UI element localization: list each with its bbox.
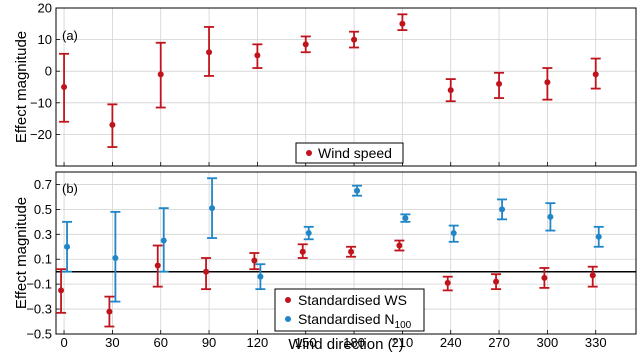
legend-box-b: [274, 288, 425, 332]
y-tick-label-a-0: −20: [30, 127, 52, 142]
point-b-s0-2: [154, 262, 161, 269]
point-b-s0-0: [58, 287, 65, 294]
x-tick-label-5: 150: [295, 335, 317, 350]
point-a-s0-1: [109, 121, 116, 128]
legend-label-standardised-ws: Standardised WS: [298, 292, 407, 308]
x-tick-label-1: 30: [105, 335, 119, 350]
point-b-s0-6: [348, 248, 355, 255]
legend-marker-wind-speed: [306, 150, 312, 156]
point-b-s0-11: [589, 272, 596, 279]
point-b-s0-9: [493, 278, 500, 285]
y-tick-label-b-1: −0.3: [26, 302, 52, 317]
legend-label-n-prefix: Standardised N: [298, 311, 395, 327]
point-b-s0-4: [251, 257, 258, 264]
legend-a: Wind speed: [295, 142, 404, 164]
ticks-b: 0 30 60 90 120 150 180 210 240 270 300 330 −0.5 −0.3 −…: [26, 177, 606, 350]
point-b-s1-8: [450, 230, 457, 237]
panel-label-a: (a): [62, 28, 78, 43]
x-tick-label-7: 210: [392, 335, 414, 350]
legend-label-standardised-n100: Standardised N100: [298, 311, 412, 331]
x-tick-label-10: 300: [537, 335, 559, 350]
legend-label-n-subscript: 100: [395, 320, 412, 331]
point-b-s1-11: [595, 233, 602, 240]
legend-box-a: [295, 142, 404, 164]
point-a-s0-11: [592, 71, 599, 78]
point-a-s0-8: [447, 87, 454, 94]
grid-a: [56, 7, 636, 166]
legend-marker-standardised-n100: [285, 316, 291, 322]
point-b-s1-0: [64, 243, 71, 250]
x-tick-label-6: 180: [343, 335, 365, 350]
y-tick-label-a-2: 0: [45, 64, 52, 79]
grid-b: [56, 172, 636, 335]
y-tick-label-b-6: 0.7: [34, 177, 52, 192]
legend-b: Standardised WS Standardised N100: [274, 288, 425, 332]
point-a-s0-4: [254, 52, 261, 59]
point-b-s1-1: [112, 254, 119, 261]
panel-label-b: (b): [62, 181, 78, 196]
point-b-s1-4: [257, 273, 264, 280]
point-b-s0-5: [299, 248, 306, 255]
point-b-s1-6: [354, 187, 361, 194]
y-tick-label-b-5: 0.5: [34, 202, 52, 217]
x-tick-label-8: 240: [440, 335, 462, 350]
marks-a: [59, 13, 601, 148]
point-a-s0-10: [544, 79, 551, 86]
marks-b: [56, 177, 604, 328]
y-tick-label-a-4: 20: [38, 1, 52, 16]
y-tick-label-b-4: 0.3: [34, 227, 52, 242]
point-a-s0-6: [351, 36, 358, 43]
panel-b: 0 30 60 90 120 150 180 210 240 270 300 330 −0.5 −0.3 −…: [13, 171, 637, 352]
plot-frame-b: [55, 171, 637, 335]
point-a-s0-7: [399, 20, 406, 27]
point-b-s1-10: [547, 213, 554, 220]
x-tick-label-2: 60: [153, 335, 167, 350]
x-tick-label-9: 270: [488, 335, 510, 350]
point-a-s0-3: [206, 49, 213, 56]
x-tick-label-0: 0: [60, 335, 67, 350]
y-axis-label-a: Effect magnitude: [13, 31, 30, 143]
legend-label-wind-speed: Wind speed: [318, 145, 392, 161]
point-b-s1-7: [402, 215, 409, 222]
point-b-s0-7: [396, 242, 403, 249]
point-b-s0-3: [203, 268, 210, 275]
ticks-a: −20 −10 0 10 20: [30, 1, 597, 166]
x-tick-label-4: 120: [247, 335, 269, 350]
y-tick-label-b-0: −0.5: [26, 327, 52, 342]
point-b-s0-1: [106, 308, 113, 315]
point-b-s1-5: [305, 230, 312, 237]
y-tick-label-b-2: −0.1: [26, 277, 52, 292]
point-b-s0-8: [444, 279, 451, 286]
point-a-s0-0: [61, 84, 68, 90]
point-b-s0-10: [541, 274, 548, 281]
point-a-s0-2: [157, 71, 164, 78]
point-a-s0-9: [496, 80, 503, 87]
x-tick-label-11: 330: [585, 335, 607, 350]
y-tick-label-a-3: 10: [38, 32, 52, 47]
legend-marker-standardised-ws: [285, 297, 291, 303]
point-a-s0-5: [302, 41, 309, 48]
x-tick-label-3: 90: [202, 335, 216, 350]
x-axis-label: Wind direction (°): [288, 336, 403, 352]
point-b-s1-2: [160, 237, 167, 244]
y-axis-label-b: Effect magnitude: [13, 197, 30, 309]
point-b-s1-9: [499, 206, 506, 213]
y-tick-label-b-3: 0.1: [34, 252, 52, 267]
point-b-s1-3: [209, 205, 216, 212]
y-tick-label-a-1: −10: [30, 95, 52, 110]
plot-frame-a: [55, 7, 637, 167]
panel-a: −20 −10 0 10 20 (a) Effect magnitude Wind sp…: [13, 1, 637, 167]
